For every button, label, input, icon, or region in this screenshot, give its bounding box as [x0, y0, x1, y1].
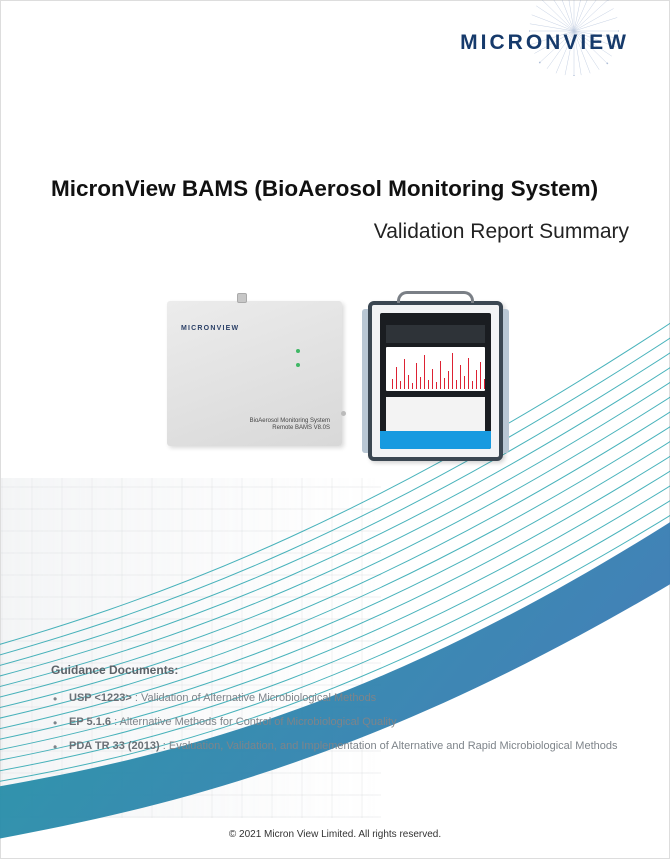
guidance-desc: Validation of Alternative Microbiologica… — [141, 692, 376, 704]
screen-toolbar — [380, 431, 491, 449]
guidance-code: USP <1223> — [69, 692, 132, 704]
device-brand-label: MICRONVIEW — [181, 325, 239, 332]
guidance-desc: Alternative Methods for Control of Micro… — [120, 716, 397, 728]
guidance-item: PDA TR 33 (2013) : Evaluation, Validatio… — [69, 739, 619, 755]
status-led-icon — [296, 363, 300, 367]
device-side-icon — [362, 309, 368, 453]
status-led-icon — [296, 349, 300, 353]
screen-chart — [386, 347, 485, 391]
device-model-label: BioAerosol Monitoring System Remote BAMS… — [250, 418, 330, 432]
brand-name: MICRONVIEW — [460, 31, 629, 55]
guidance-item: USP <1223> : Validation of Alternative M… — [69, 691, 619, 707]
page-subtitle: Validation Report Summary — [51, 220, 629, 244]
screen-controls — [386, 397, 485, 431]
device-tablet-unit — [368, 301, 503, 461]
screen-header — [386, 325, 485, 343]
page-title: MicronView BAMS (BioAerosol Monitoring S… — [51, 176, 629, 202]
device-box-unit: MICRONVIEW BioAerosol Monitoring System … — [167, 301, 342, 446]
guidance-item: EP 5.1.6 : Alternative Methods for Contr… — [69, 715, 619, 731]
brand-logo: MICRONVIEW — [460, 31, 629, 55]
guidance-code: PDA TR 33 (2013) — [69, 740, 160, 752]
guidance-heading: Guidance Documents: — [51, 663, 619, 677]
page: MICRONVIEW MicronView BAMS (BioAerosol M… — [1, 1, 669, 858]
guidance-section: Guidance Documents: USP <1223> : Validat… — [51, 663, 619, 763]
guidance-code: EP 5.1.6 — [69, 716, 111, 728]
device-label-line: BioAerosol Monitoring System — [250, 418, 330, 425]
guidance-list: USP <1223> : Validation of Alternative M… — [51, 691, 619, 755]
device-handle-icon — [397, 291, 474, 303]
device-knob-icon — [237, 293, 247, 303]
product-images: MICRONVIEW BioAerosol Monitoring System … — [1, 301, 669, 461]
device-side-icon — [503, 309, 509, 453]
device-screen — [380, 313, 491, 449]
device-label-line: Remote BAMS V8.0S — [250, 425, 330, 432]
device-port-icon — [341, 411, 346, 416]
guidance-desc: Evaluation, Validation, and Implementati… — [169, 740, 618, 752]
title-block: MicronView BAMS (BioAerosol Monitoring S… — [51, 176, 629, 244]
